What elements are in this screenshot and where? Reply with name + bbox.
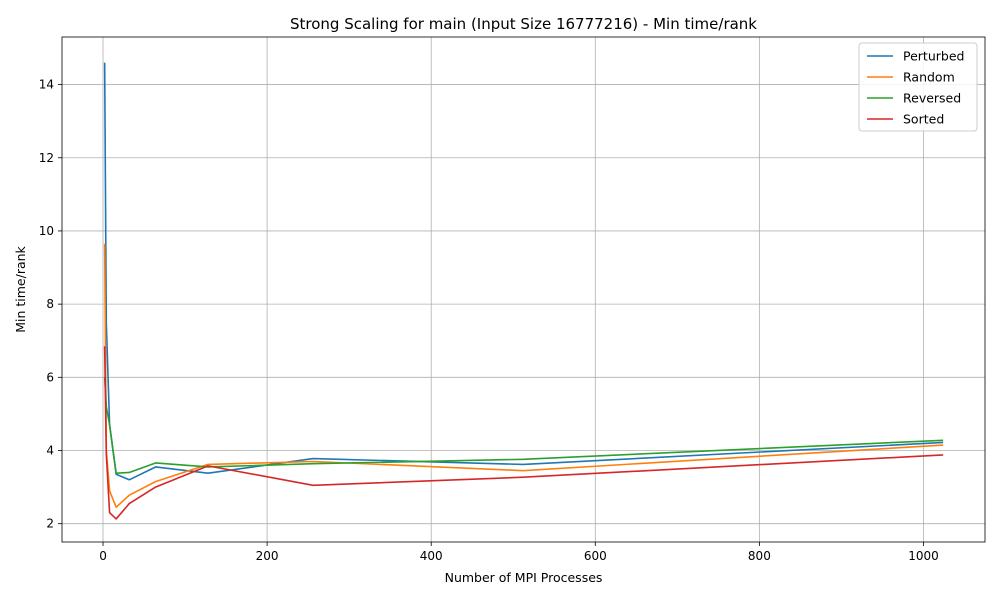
axis-ticks: 0 200 400 600 800 1000 2 4 6 8 10 12 14 [39,78,939,563]
legend-label-sorted: Sorted [903,112,944,127]
plot-frame [61,36,986,543]
y-tick-label: 14 [39,78,54,92]
x-tick-label: 800 [748,549,771,563]
legend: Perturbed Random Reversed Sorted [858,42,978,132]
x-tick-label: 200 [256,549,279,563]
chart-title: Strong Scaling for main (Input Size 1677… [290,15,757,33]
legend-label-reversed: Reversed [903,91,961,106]
legend-label-perturbed: Perturbed [903,49,964,64]
series-line-reversed [103,377,944,475]
y-tick-label: 6 [46,370,54,384]
y-tick-label: 8 [46,297,54,311]
x-tick-label: 0 [99,549,107,563]
y-tick-label: 2 [46,517,54,531]
series-line-sorted [103,346,944,520]
x-tick-label: 1000 [908,549,939,563]
series-line-perturbed [103,62,944,481]
y-axis-label: Min time/rank [13,245,28,332]
y-tick-label: 10 [39,224,54,238]
series-line-random [103,243,944,509]
y-tick-label: 4 [46,444,54,458]
x-tick-label: 600 [584,549,607,563]
x-axis-label: Number of MPI Processes [445,570,603,585]
y-tick-label: 12 [39,151,54,165]
x-tick-label: 400 [420,549,443,563]
series-lines [103,62,944,520]
legend-box [858,42,978,132]
legend-label-random: Random [903,70,955,85]
